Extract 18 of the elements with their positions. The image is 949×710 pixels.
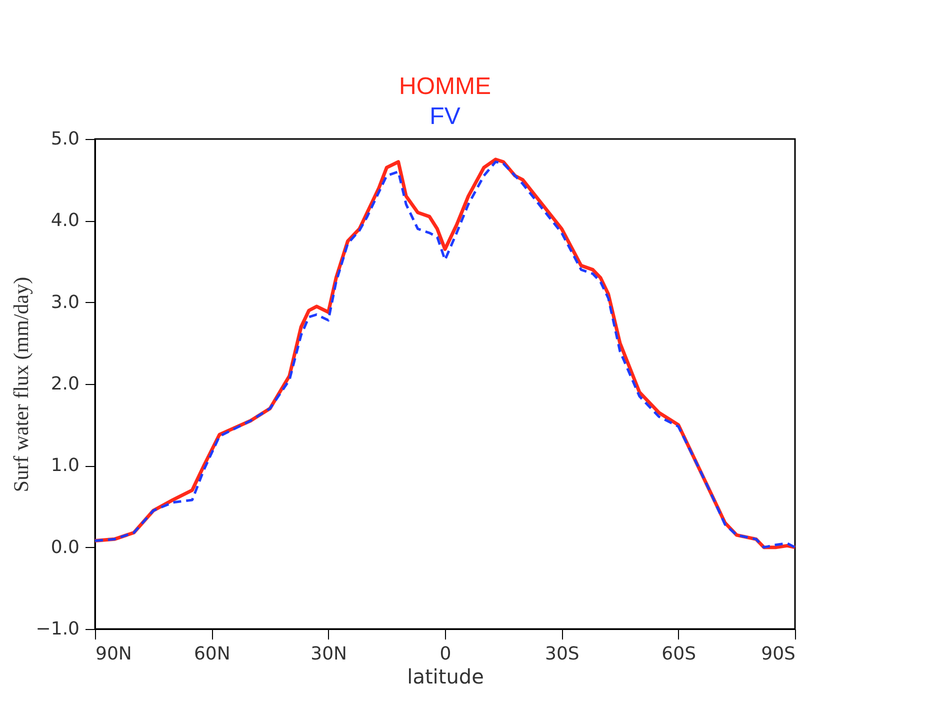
x-tick-label: 90S bbox=[761, 644, 796, 664]
y-tick-label: 1.0 bbox=[50, 455, 80, 476]
x-axis-title: latitude bbox=[407, 664, 484, 688]
x-tick-label: 90N bbox=[96, 644, 132, 664]
y-axis-title: Surf water flux (mm/day) bbox=[8, 276, 33, 492]
y-tick-label: −1.0 bbox=[36, 618, 80, 640]
x-tick-label: 0 bbox=[440, 644, 452, 664]
x-tick-label: 60N bbox=[194, 644, 230, 664]
y-tick-label: 0.0 bbox=[50, 536, 80, 558]
y-tick-label: 4.0 bbox=[50, 210, 80, 232]
y-tick-label: 5.0 bbox=[50, 128, 80, 150]
y-tick-label: 3.0 bbox=[50, 292, 80, 313]
y-tick-label: 2.0 bbox=[50, 374, 80, 394]
series-label: FV bbox=[430, 103, 460, 130]
text: HOMME bbox=[399, 73, 491, 100]
x-tick-label: 30N bbox=[310, 644, 348, 664]
x-tick-label: 60S bbox=[662, 644, 696, 664]
x-tick-label: 30S bbox=[544, 644, 580, 664]
